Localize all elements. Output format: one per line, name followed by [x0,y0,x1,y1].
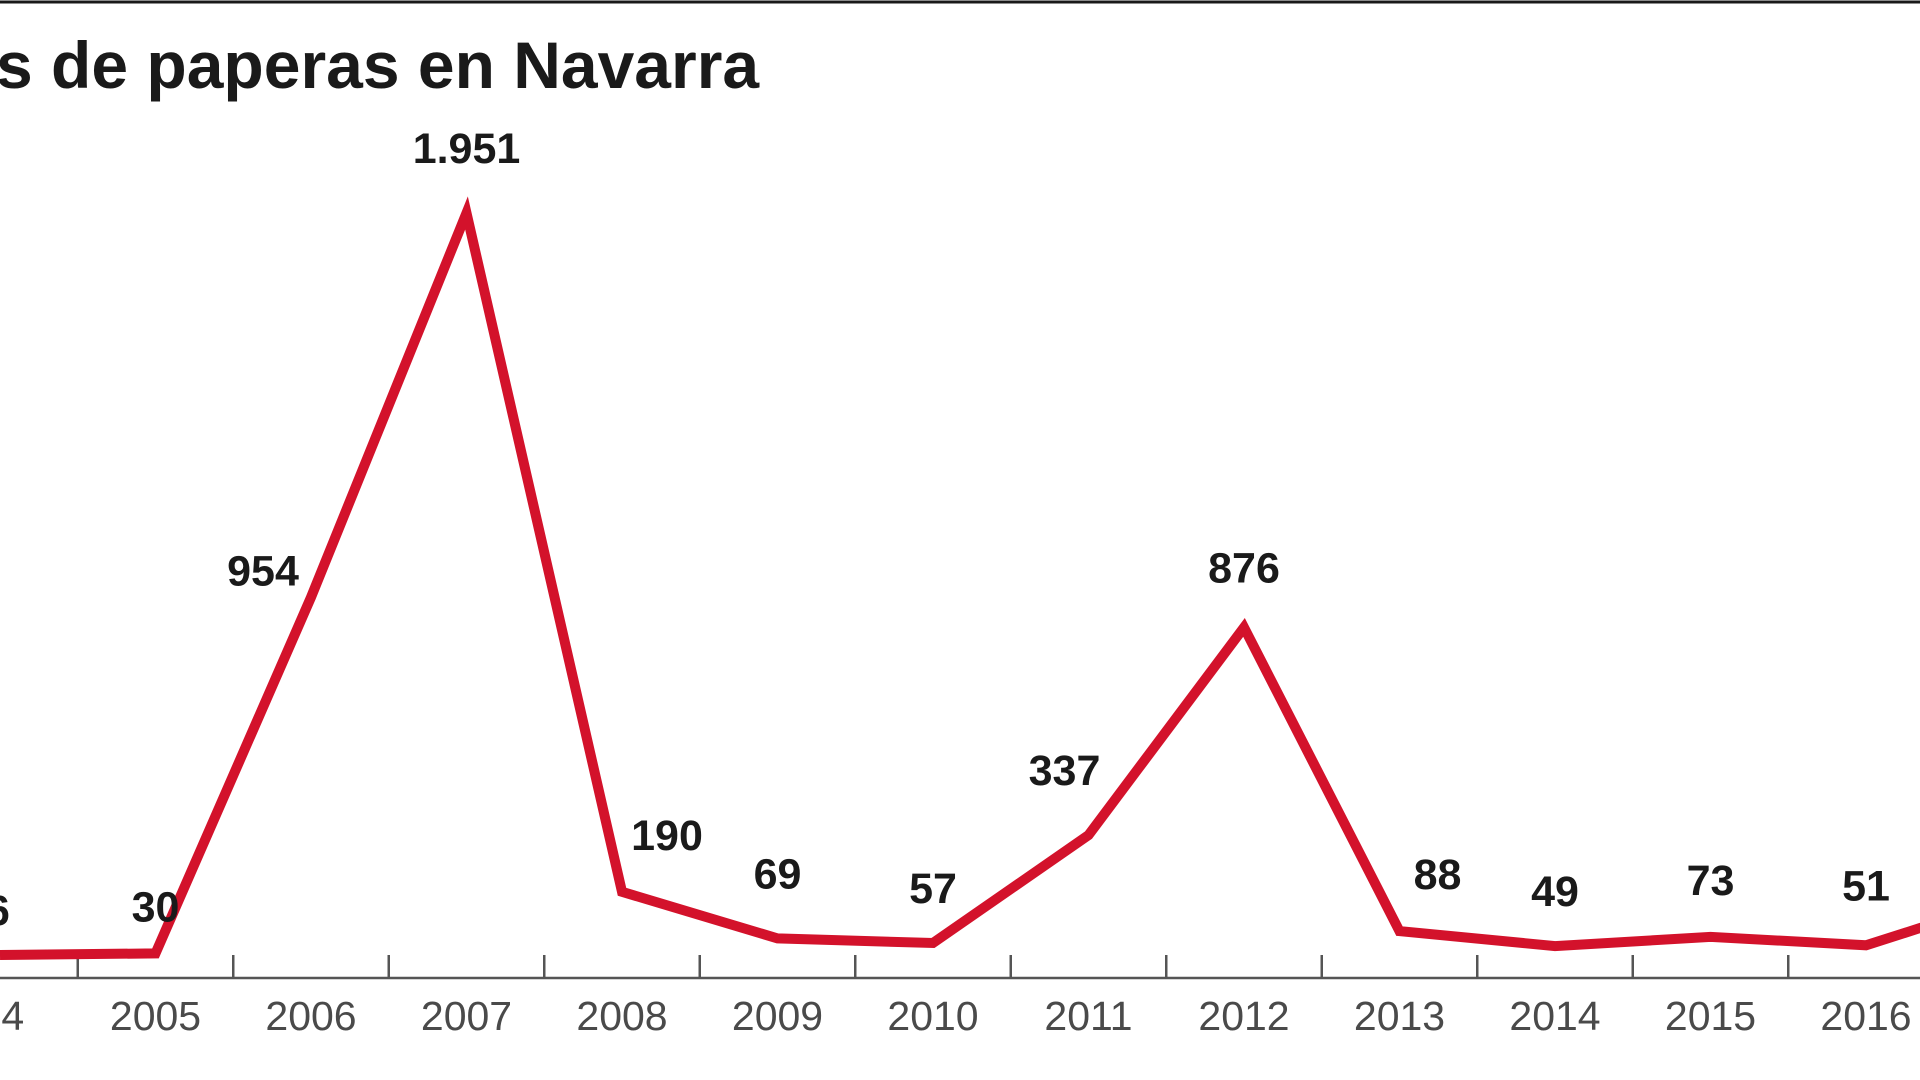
data-label: 49 [1531,868,1579,916]
x-axis-ticks [76,955,1790,978]
series-line [0,196,1920,960]
data-label: 51 [1842,862,1890,910]
data-label: 1.951 [413,125,521,173]
x-tick-label: 2016 [1820,993,1911,1039]
data-label: 73 [1687,857,1735,905]
x-tick-label: 2014 [1509,993,1600,1039]
data-labels: 6 30 954 1.951 190 69 57 337 876 88 49 73 51 [0,125,1890,935]
data-label: 954 [227,547,299,595]
x-tick-label: 2006 [265,993,356,1039]
x-tick-label: 2015 [1665,993,1756,1039]
x-tick-label: 2013 [1354,993,1445,1039]
data-label: 69 [754,850,802,898]
x-tick-label: 2010 [887,993,978,1039]
data-label: 337 [1029,747,1101,795]
chart-title: s de paperas en Navarra [0,28,760,102]
data-label: 30 [132,883,180,931]
x-axis-tick-labels: 004 2005 2006 2007 2008 2009 2010 2011 2012 2013 2… [0,993,1912,1039]
x-tick-label: 2007 [421,993,512,1039]
x-tick-label: 2011 [1044,993,1132,1039]
data-label: 876 [1208,544,1280,592]
x-tick-label: 2005 [110,993,201,1039]
series-lines [0,196,1920,960]
x-tick-label: 004 [0,993,24,1039]
x-tick-label: 2008 [576,993,667,1039]
x-tick-label: 2009 [732,993,823,1039]
data-label: 88 [1414,851,1462,899]
data-label: 6 [0,887,10,935]
data-label: 190 [631,812,703,860]
data-label: 57 [909,865,957,913]
x-tick-label: 2012 [1198,993,1289,1039]
